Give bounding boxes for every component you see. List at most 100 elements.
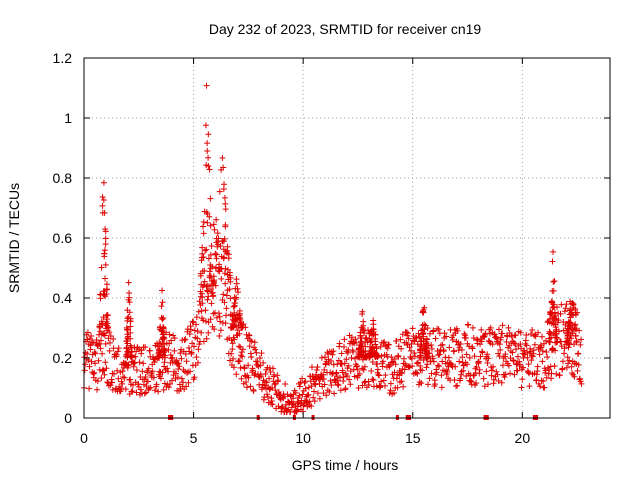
- data-point: [224, 247, 231, 254]
- y-tick-label: 1: [64, 110, 72, 126]
- data-point: [167, 351, 174, 358]
- data-point: [159, 369, 166, 376]
- data-point: [144, 378, 151, 385]
- data-point: [102, 226, 109, 233]
- data-point: [82, 361, 89, 368]
- data-point: [250, 388, 257, 395]
- data-point: [445, 354, 452, 361]
- data-point: [565, 318, 572, 325]
- data-point: [359, 340, 366, 347]
- data-point: [493, 368, 500, 375]
- data-point: [574, 367, 581, 374]
- data-points: [81, 82, 585, 415]
- data-point: [187, 368, 194, 375]
- data-point: [153, 381, 160, 388]
- data-point: [147, 384, 154, 391]
- data-point: [566, 311, 573, 318]
- data-point: [538, 344, 545, 351]
- data-point: [222, 206, 229, 213]
- data-point: [511, 339, 518, 346]
- data-point: [524, 349, 531, 356]
- data-point: [175, 366, 182, 372]
- data-point: [341, 336, 348, 343]
- data-point: [507, 348, 514, 355]
- data-point: [382, 382, 389, 389]
- data-point: [505, 324, 512, 331]
- data-point: [531, 341, 538, 348]
- data-point: [397, 369, 404, 376]
- data-point: [525, 361, 532, 368]
- data-point: [413, 369, 420, 376]
- data-point: [520, 364, 527, 371]
- data-point: [118, 385, 125, 392]
- data-point: [94, 386, 101, 393]
- data-point: [107, 339, 114, 346]
- data-point: [205, 154, 212, 161]
- data-point: [182, 350, 189, 357]
- data-point: [572, 333, 579, 340]
- data-point: [549, 258, 556, 265]
- data-point: [426, 330, 433, 337]
- data-point: [228, 350, 235, 357]
- data-point: [239, 353, 246, 360]
- data-point: [225, 255, 232, 262]
- data-point: [156, 351, 163, 358]
- data-point: [245, 374, 252, 381]
- data-point: [550, 248, 557, 255]
- data-point: [171, 335, 178, 342]
- data-point: [540, 378, 547, 385]
- data-point: [99, 202, 106, 209]
- data-point: [320, 375, 327, 382]
- data-point: [496, 326, 503, 333]
- data-point: [509, 349, 516, 356]
- data-point: [541, 384, 548, 391]
- data-point: [435, 352, 442, 359]
- data-point: [86, 363, 93, 370]
- data-point: [417, 346, 424, 353]
- data-point: [512, 346, 519, 353]
- data-point: [342, 385, 349, 392]
- data-point: [123, 345, 130, 352]
- data-point: [207, 222, 214, 229]
- data-point: [202, 318, 209, 325]
- data-point: [169, 354, 176, 361]
- data-point: [454, 327, 461, 334]
- data-point: [165, 368, 172, 375]
- data-point: [95, 357, 102, 364]
- data-point: [128, 352, 135, 359]
- data-point: [183, 383, 190, 390]
- data-point: [396, 379, 403, 386]
- data-point: [576, 375, 583, 382]
- data-point: [343, 348, 350, 355]
- data-point: [563, 301, 570, 308]
- data-point: [351, 373, 358, 380]
- data-point: [246, 332, 253, 339]
- data-point: [296, 383, 303, 390]
- data-point: [102, 235, 109, 242]
- data-point: [552, 321, 559, 328]
- data-point: [415, 359, 422, 366]
- data-point: [395, 353, 402, 360]
- data-point: [350, 339, 357, 346]
- data-point: [253, 349, 260, 356]
- data-point: [220, 291, 227, 298]
- data-point: [564, 354, 571, 361]
- data-point: [401, 366, 408, 373]
- data-point: [204, 140, 211, 147]
- data-point: [466, 354, 473, 361]
- data-point: [177, 350, 184, 357]
- data-point: [103, 365, 110, 372]
- data-point: [496, 341, 503, 348]
- data-point: [361, 379, 368, 386]
- data-point: [160, 349, 167, 356]
- data-point: [553, 370, 560, 377]
- data-point: [405, 335, 412, 342]
- data-point: [368, 368, 375, 375]
- data-point: [168, 377, 175, 384]
- data-point: [406, 344, 413, 351]
- data-point: [294, 408, 301, 415]
- data-point: [499, 322, 506, 329]
- data-point: [157, 375, 164, 382]
- data-point: [213, 314, 220, 321]
- data-point: [139, 368, 146, 375]
